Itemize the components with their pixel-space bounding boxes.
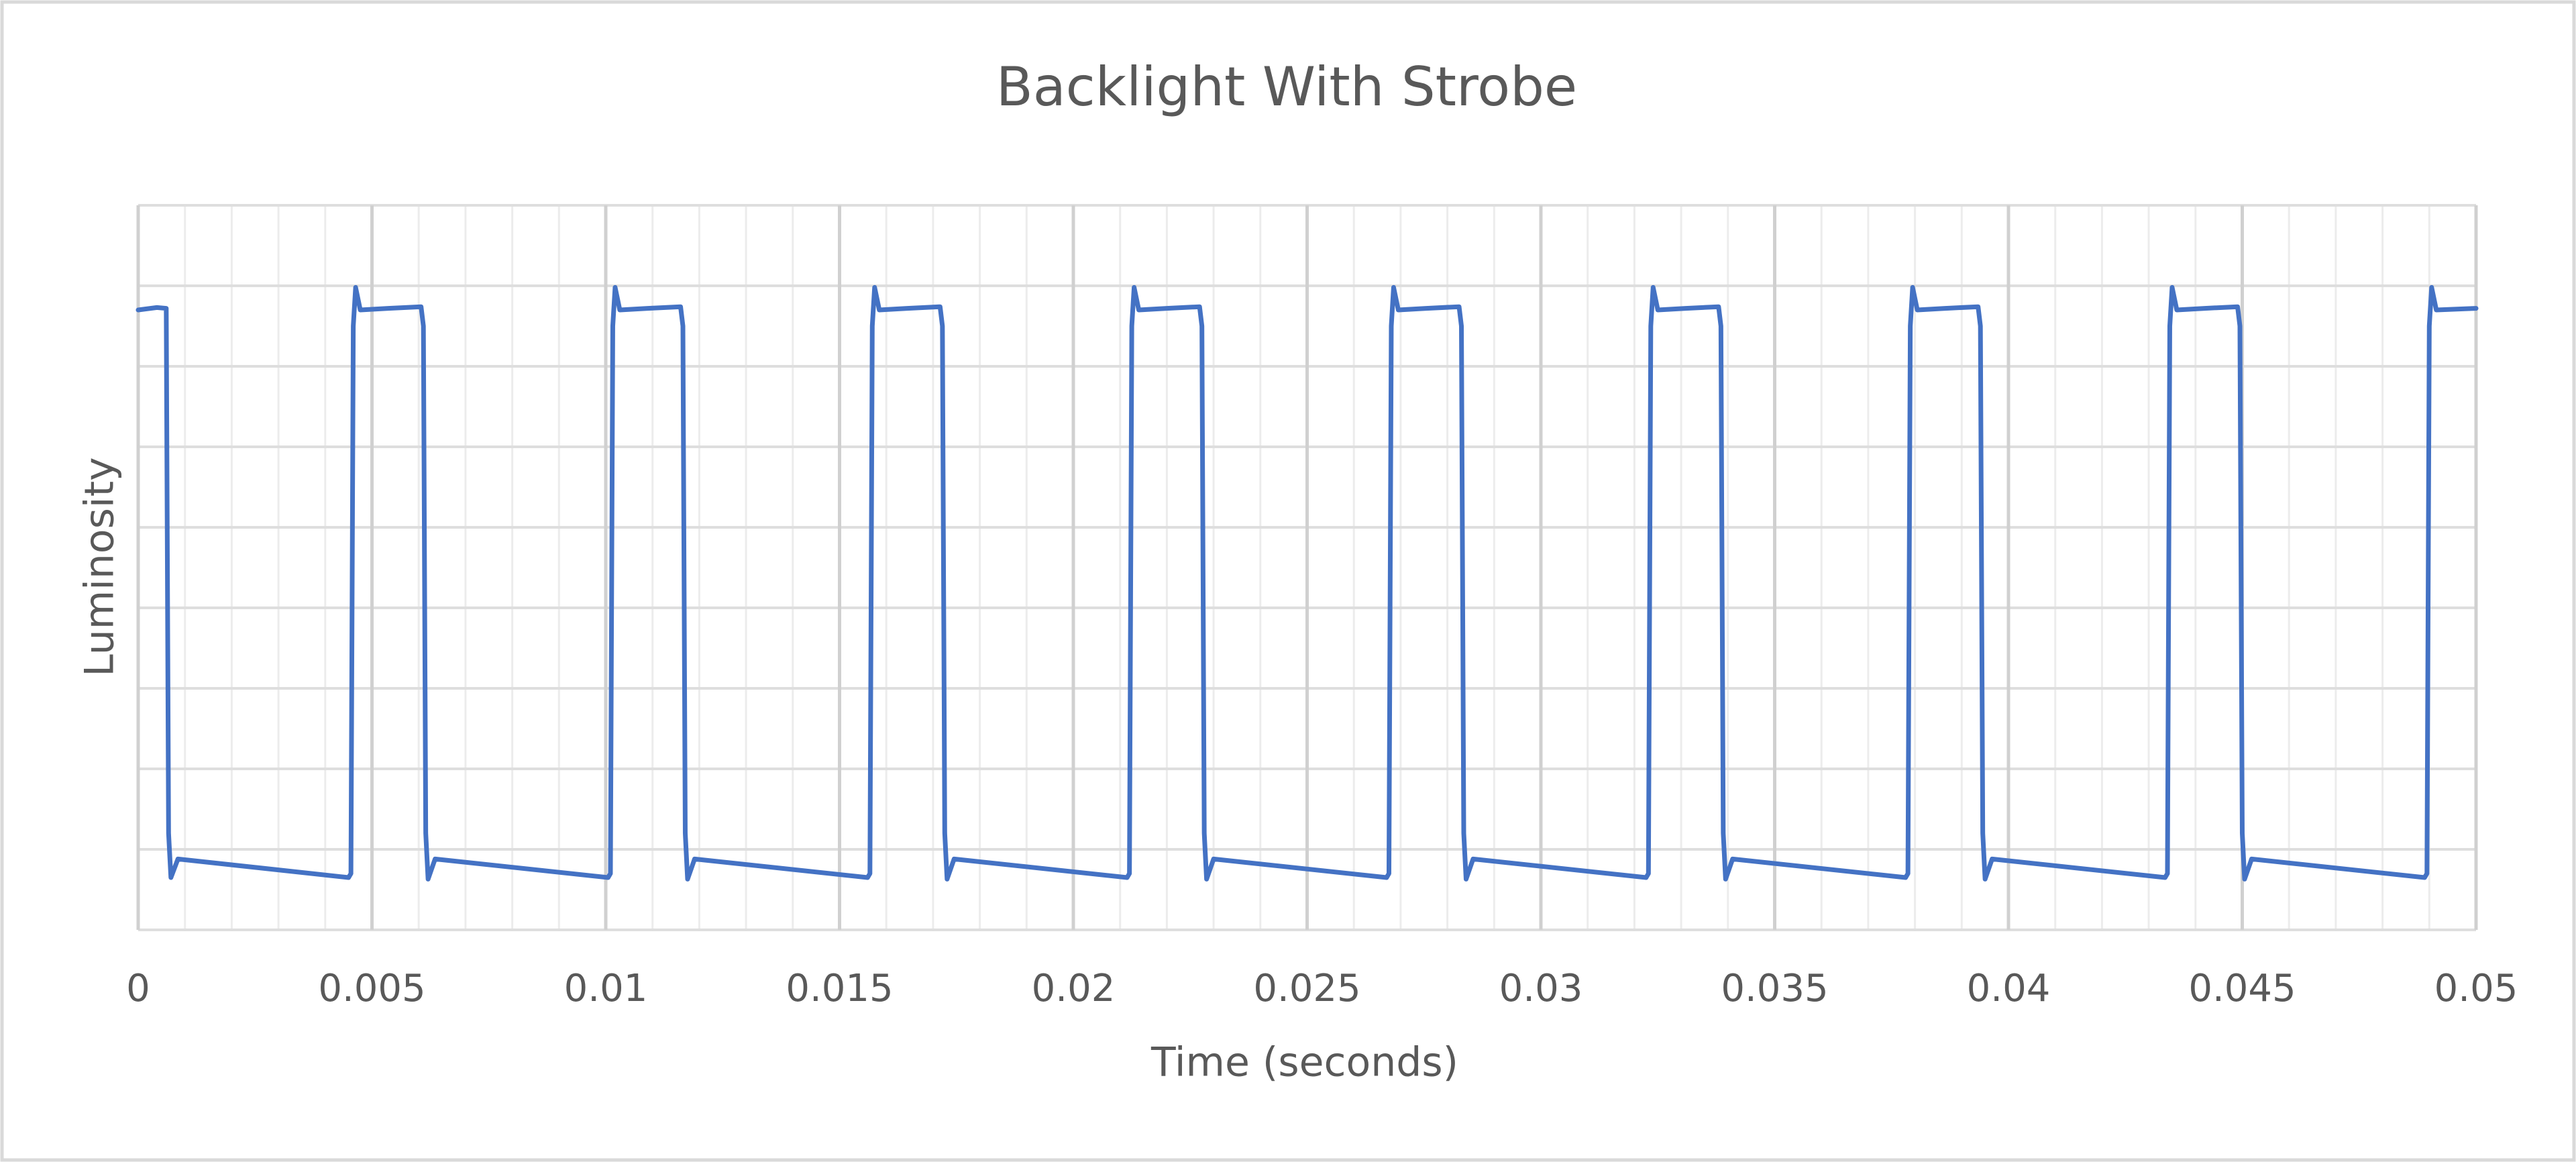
x-tick-label: 0.015: [786, 967, 893, 1010]
x-tick-label: 0.05: [2434, 967, 2518, 1010]
x-tick-label: 0.025: [1253, 967, 1360, 1010]
x-tick-label: 0.035: [1721, 967, 1828, 1010]
x-tick-label: 0.005: [318, 967, 425, 1010]
x-tick-label: 0.03: [1499, 967, 1583, 1010]
x-tick-label: 0.01: [564, 967, 648, 1010]
x-tick-label: 0.02: [1032, 967, 1116, 1010]
x-tick-label: 0.04: [1967, 967, 2051, 1010]
x-axis-title: Time (seconds): [1150, 1039, 1458, 1086]
y-axis-title: Luminosity: [76, 457, 123, 676]
data-line: [136, 284, 2479, 882]
chart-title: Backlight With Strobe: [996, 56, 1577, 118]
x-tick-label: 0: [126, 967, 150, 1010]
x-tick-label: 0.045: [2188, 967, 2296, 1010]
